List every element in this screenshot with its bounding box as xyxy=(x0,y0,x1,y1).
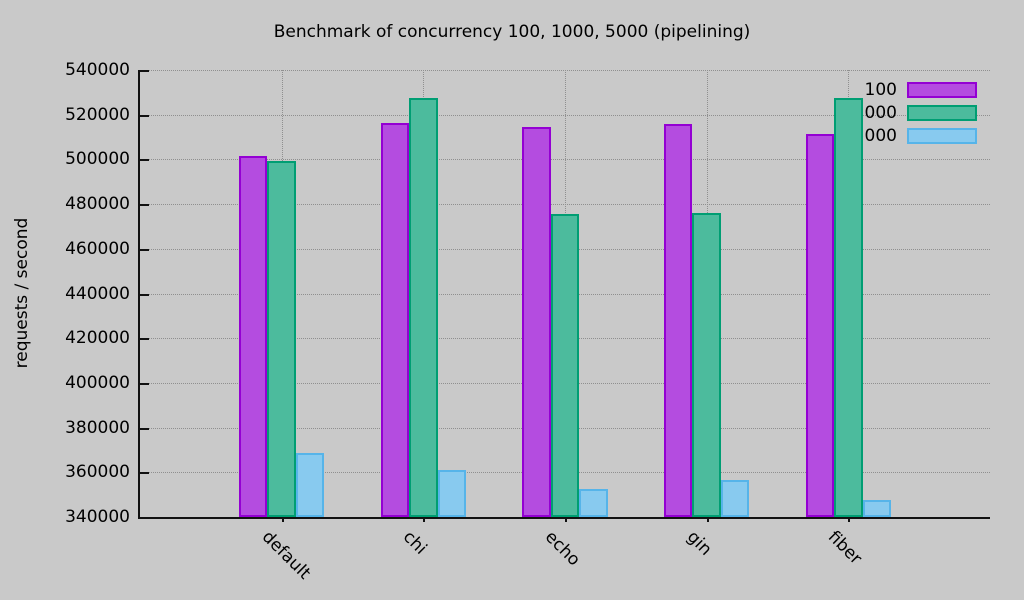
x-tick-label-fiber: fiber xyxy=(824,527,866,569)
bar-chi-100 xyxy=(380,122,410,517)
x-tickmark xyxy=(423,517,426,522)
legend-swatch-5000 xyxy=(907,127,977,144)
x-tick-label-default: default xyxy=(257,527,314,584)
legend-label-5000: 5000 xyxy=(853,125,897,146)
y-tick-label: 540000 xyxy=(65,60,130,80)
y-tickmark xyxy=(140,427,149,430)
bar-chi-5000 xyxy=(437,469,466,517)
legend-entry-1000: 1000 xyxy=(853,102,977,123)
bar-echo-5000 xyxy=(579,489,608,517)
bar-echo-100 xyxy=(522,126,551,517)
bar-chi-1000 xyxy=(409,98,438,517)
x-tickmark xyxy=(565,517,567,522)
bar-fiber-5000 xyxy=(862,500,891,517)
bar-fiber-100 xyxy=(805,133,835,517)
y-tickmark xyxy=(140,382,149,385)
bar-gin-5000 xyxy=(720,480,750,517)
legend-entry-5000: 5000 xyxy=(853,125,977,146)
legend-label-1000: 1000 xyxy=(853,102,897,123)
legend-swatch-1000 xyxy=(907,104,977,121)
y-tickmark xyxy=(140,338,149,341)
x-tickmark xyxy=(706,517,709,522)
bar-default-1000 xyxy=(267,160,296,517)
x-tick-label-gin: gin xyxy=(682,527,716,560)
y-tick-label: 460000 xyxy=(65,238,130,259)
bar-fiber-1000 xyxy=(834,97,863,517)
y-tickmark xyxy=(140,114,149,117)
y-tickmark xyxy=(140,159,149,162)
y-tick-label: 520000 xyxy=(65,104,130,125)
y-tickmark xyxy=(140,472,149,475)
bar-gin-1000 xyxy=(692,212,721,517)
bar-gin-100 xyxy=(664,124,693,517)
x-tick-label-chi: chi xyxy=(399,527,431,559)
x-tickmark xyxy=(848,517,851,522)
y-axis-title: requests / second xyxy=(12,217,32,369)
bar-default-100 xyxy=(239,156,268,517)
legend-entry-100: 100 xyxy=(854,79,977,100)
y-tickmark xyxy=(140,293,149,296)
chart-title: Benchmark of concurrency 100, 1000, 5000… xyxy=(273,22,751,42)
y-tick-label: 380000 xyxy=(65,417,130,438)
y-tick-label: 480000 xyxy=(65,194,130,215)
y-tick-label: 400000 xyxy=(65,372,130,393)
legend-label-100: 100 xyxy=(864,79,897,100)
legend-swatch-100 xyxy=(907,81,977,98)
y-tickmark xyxy=(140,248,149,251)
y-tickmark xyxy=(140,204,149,207)
y-tick-label: 360000 xyxy=(65,462,130,483)
y-tickmark xyxy=(140,517,149,519)
bar-echo-1000 xyxy=(550,213,580,517)
y-tick-label: 500000 xyxy=(65,149,130,170)
plot-area: 340000 360000 380000 400000 420000 440000 4600… xyxy=(65,60,990,583)
x-tickmark xyxy=(281,517,284,522)
legend: 100 1000 5000 xyxy=(853,79,977,146)
y-tick-label: 440000 xyxy=(65,283,130,304)
x-tick-label-echo: echo xyxy=(540,527,584,571)
y-tick-label: 420000 xyxy=(65,328,130,349)
y-tick-label: 340000 xyxy=(65,507,130,527)
y-tickmark xyxy=(140,70,149,72)
bar-default-5000 xyxy=(295,453,325,517)
